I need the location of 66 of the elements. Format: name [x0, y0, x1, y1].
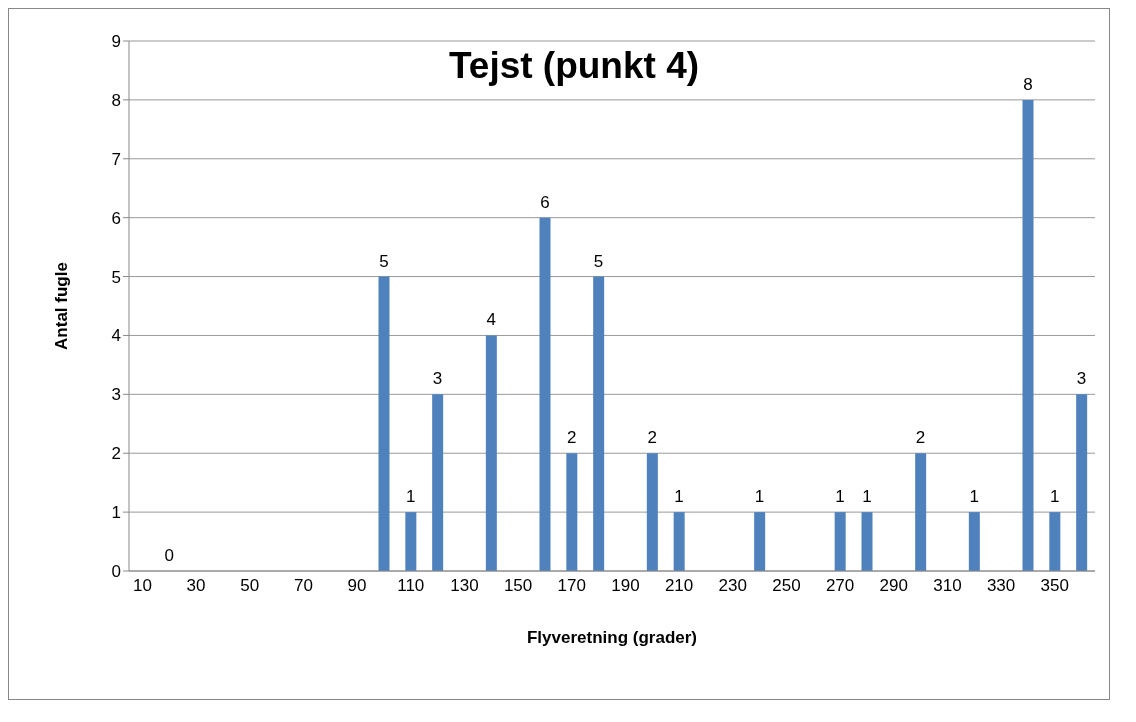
data-label: 5 [593, 251, 604, 271]
y-tick-label: 6 [111, 208, 121, 228]
x-tick-label: 290 [879, 576, 908, 596]
bar [1076, 394, 1088, 571]
data-label: 0 [164, 546, 174, 565]
data-label: 2 [915, 428, 926, 448]
x-tick-label: 150 [503, 576, 533, 596]
data-label: 3 [432, 369, 443, 389]
x-tick-label: 330 [986, 576, 1016, 596]
y-tick-label: 1 [111, 503, 121, 523]
data-label: 8 [1023, 74, 1033, 94]
data-label: 1 [862, 487, 872, 507]
x-tick-label: 270 [825, 576, 855, 596]
y-tick-label: 0 [111, 562, 121, 582]
data-label: 4 [486, 310, 496, 330]
data-label: 1 [674, 487, 684, 507]
bar [593, 276, 605, 571]
y-tick-label: 9 [111, 32, 121, 52]
x-tick-label: 130 [450, 576, 479, 596]
x-axis-title: Flyveretning (grader) [526, 628, 698, 647]
x-tick-label: 70 [293, 576, 313, 596]
x-tick-label: 250 [772, 576, 801, 596]
x-tick-label: 170 [557, 576, 586, 596]
x-tick-label: 90 [347, 576, 367, 596]
x-tick-label: 310 [933, 576, 962, 596]
data-label: 6 [540, 192, 550, 212]
bar [1049, 512, 1061, 571]
x-tick-label: 50 [240, 576, 260, 596]
bar [485, 335, 497, 571]
y-axis-title: Antal fugle [52, 262, 72, 350]
x-tick-label: 30 [186, 576, 206, 596]
bar [754, 512, 766, 571]
bar [405, 512, 417, 571]
y-tick-label: 5 [111, 267, 121, 287]
bar [646, 453, 658, 571]
bar [378, 276, 390, 571]
x-tick-label: 10 [132, 576, 152, 596]
bar [432, 394, 444, 571]
bar [566, 453, 578, 571]
x-tick-label: 110 [397, 576, 425, 596]
x-tick-label: 190 [611, 576, 640, 596]
data-label: 5 [379, 251, 389, 271]
data-label: 3 [1076, 369, 1087, 389]
y-tick-label: 8 [111, 90, 121, 110]
chart-title: Tejst (punkt 4) [448, 45, 700, 86]
y-tick-label: 2 [111, 444, 121, 464]
y-tick-label: 7 [111, 149, 121, 169]
bar [915, 453, 927, 571]
x-tick-label: 210 [664, 576, 694, 596]
bar [968, 512, 980, 571]
bar [673, 512, 685, 571]
data-label: 2 [647, 428, 657, 448]
data-label: 2 [567, 428, 577, 448]
data-label: 1 [969, 487, 979, 507]
bar [834, 512, 846, 571]
bar [539, 217, 551, 571]
x-tick-label: 230 [718, 576, 747, 596]
data-label: 1 [406, 487, 416, 507]
data-label: 1 [835, 487, 845, 507]
data-label: 1 [1050, 487, 1060, 507]
x-tick-label: 350 [1040, 576, 1069, 596]
bar [861, 512, 873, 571]
y-tick-label: 3 [111, 385, 121, 405]
bar [1022, 99, 1034, 571]
data-label: 1 [754, 487, 765, 507]
y-tick-label: 4 [111, 326, 121, 346]
